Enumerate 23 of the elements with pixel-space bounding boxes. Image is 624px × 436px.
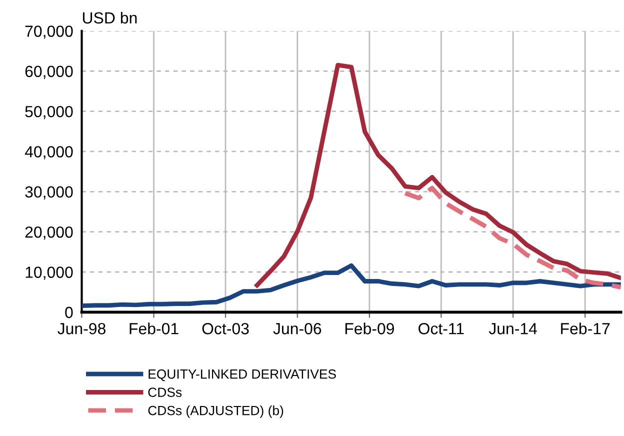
y-tick-label: 10,000 [26, 266, 73, 280]
legend-label: EQUITY-LINKED DERIVATIVES [148, 369, 336, 382]
line-series [82, 263, 621, 308]
x-tick-label: Jun-06 [273, 323, 322, 334]
x-tick-label: Jun-14 [488, 323, 538, 334]
x-tick-label: Feb-01 [130, 322, 178, 334]
y-tick-label: 40,000 [24, 146, 73, 160]
x-tick-label: Feb-09 [345, 322, 394, 334]
line-series [403, 186, 621, 290]
legend-label: CDSs (ADJUSTED) (b) [148, 406, 284, 418]
y-axis-title: USD bn [82, 12, 137, 24]
x-tick-label: Jun-98 [58, 323, 106, 334]
line-series [254, 62, 621, 288]
legend-label: CDSs [148, 388, 182, 397]
y-tick-label: 70,000 [25, 26, 73, 39]
y-tick-label: 30,000 [25, 186, 73, 200]
x-tick-label: Oct-03 [202, 323, 249, 334]
x-tick-label: Feb-17 [561, 322, 610, 334]
x-tick-label: Oct-11 [418, 323, 464, 334]
y-tick-label: 20,000 [25, 226, 73, 240]
y-tick-label: 60,000 [25, 66, 73, 79]
y-tick-label: 50,000 [25, 106, 73, 120]
y-tick-label: 0 [65, 306, 73, 318]
